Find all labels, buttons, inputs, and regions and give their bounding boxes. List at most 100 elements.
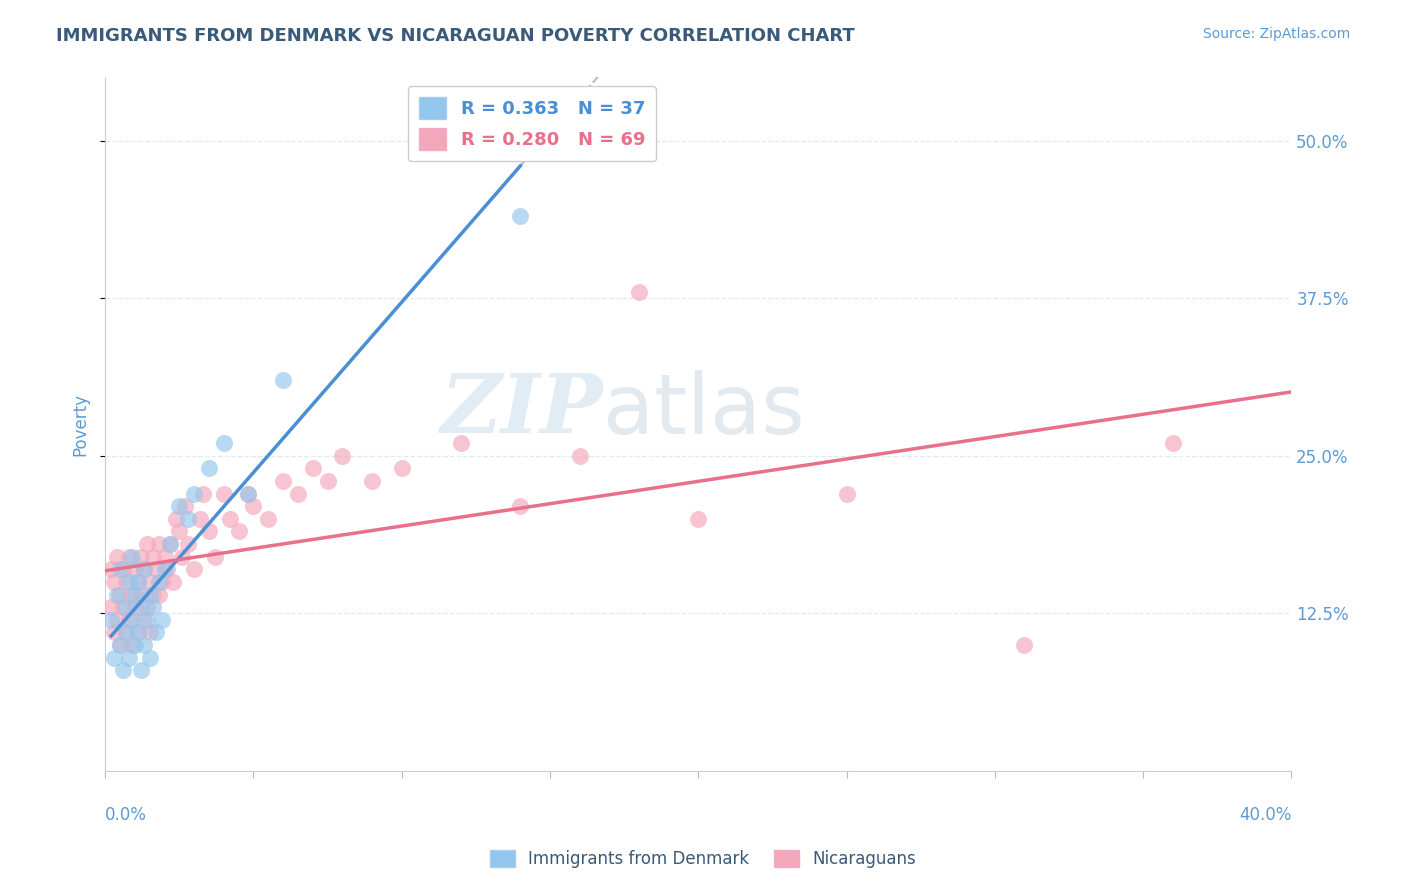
Text: Source: ZipAtlas.com: Source: ZipAtlas.com [1202, 27, 1350, 41]
Point [127, 574, 149, 589]
Point [159, 537, 181, 551]
Point [159, 537, 181, 551]
Point [242, 500, 264, 514]
Point [183, 486, 205, 500]
Point [138, 588, 160, 602]
Point [148, 574, 170, 589]
Point [103, 574, 125, 589]
Point [183, 562, 205, 576]
Text: IMMIGRANTS FROM DENMARK VS NICARAGUAN POVERTY CORRELATION CHART: IMMIGRANTS FROM DENMARK VS NICARAGUAN PO… [56, 27, 855, 45]
Point [1161, 436, 1184, 450]
Point [118, 549, 141, 564]
Point [156, 562, 179, 576]
Point [218, 512, 240, 526]
Point [257, 512, 280, 526]
Point [236, 486, 259, 500]
Point [108, 638, 131, 652]
Point [135, 600, 157, 615]
Point [115, 625, 138, 640]
Point [138, 650, 160, 665]
Point [132, 613, 155, 627]
Point [118, 650, 141, 665]
Point [153, 562, 176, 576]
Point [271, 373, 294, 387]
Point [204, 549, 226, 564]
Point [361, 474, 384, 488]
Point [450, 436, 472, 450]
Point [100, 613, 122, 627]
Point [1014, 638, 1036, 652]
Point [236, 486, 259, 500]
Point [150, 574, 173, 589]
Y-axis label: Poverty: Poverty [72, 392, 89, 456]
Point [121, 588, 143, 602]
Point [188, 512, 211, 526]
Point [509, 209, 531, 223]
Point [271, 474, 294, 488]
Point [129, 588, 152, 602]
Legend: Immigrants from Denmark, Nicaraguans: Immigrants from Denmark, Nicaraguans [484, 843, 922, 875]
Point [100, 562, 122, 576]
Point [177, 512, 200, 526]
Point [142, 588, 165, 602]
Point [287, 486, 309, 500]
Point [103, 625, 125, 640]
Point [138, 625, 160, 640]
Point [127, 625, 149, 640]
Point [118, 574, 141, 589]
Point [391, 461, 413, 475]
Point [142, 600, 165, 615]
Point [198, 524, 221, 539]
Point [212, 436, 235, 450]
Point [301, 461, 323, 475]
Point [121, 549, 143, 564]
Point [105, 613, 128, 627]
Point [111, 600, 134, 615]
Point [111, 663, 134, 677]
Point [198, 461, 221, 475]
Point [118, 613, 141, 627]
Point [191, 486, 214, 500]
Point [169, 524, 191, 539]
Text: 0.0%: 0.0% [105, 805, 148, 824]
Point [132, 638, 155, 652]
Point [115, 625, 138, 640]
Point [509, 500, 531, 514]
Point [124, 638, 146, 652]
Text: atlas: atlas [603, 370, 806, 451]
Point [129, 600, 152, 615]
Point [174, 500, 197, 514]
Point [169, 500, 191, 514]
Point [228, 524, 250, 539]
Point [127, 574, 149, 589]
Point [121, 638, 143, 652]
Point [121, 613, 143, 627]
Point [145, 562, 167, 576]
Text: 40.0%: 40.0% [1239, 805, 1291, 824]
Point [162, 574, 184, 589]
Point [142, 549, 165, 564]
Point [124, 562, 146, 576]
Point [132, 562, 155, 576]
Point [124, 600, 146, 615]
Point [100, 600, 122, 615]
Point [111, 562, 134, 576]
Legend: R = 0.363   N = 37, R = 0.280   N = 69: R = 0.363 N = 37, R = 0.280 N = 69 [408, 87, 657, 161]
Point [212, 486, 235, 500]
Point [108, 562, 131, 576]
Point [103, 650, 125, 665]
Point [105, 549, 128, 564]
Point [177, 537, 200, 551]
Point [108, 638, 131, 652]
Point [150, 613, 173, 627]
Point [568, 449, 591, 463]
Text: ZIP: ZIP [440, 370, 603, 450]
Point [148, 588, 170, 602]
Point [316, 474, 339, 488]
Point [835, 486, 858, 500]
Point [138, 574, 160, 589]
Point [332, 449, 354, 463]
Point [148, 537, 170, 551]
Point [153, 549, 176, 564]
Point [105, 588, 128, 602]
